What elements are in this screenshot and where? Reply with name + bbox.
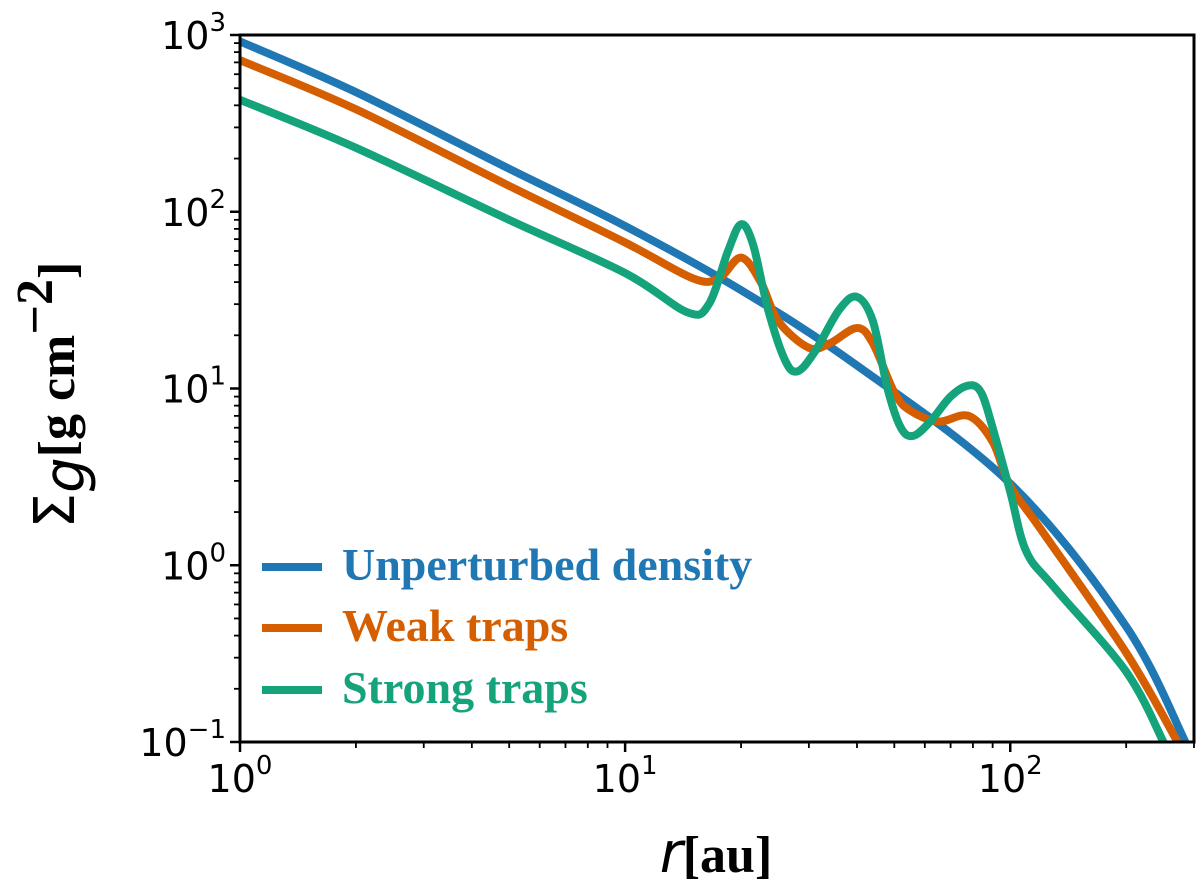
- y-axis-unit: [g cm: [29, 335, 86, 458]
- legend-item-weak: Weak traps: [262, 600, 568, 651]
- y-axis-symbol: Σ: [23, 493, 88, 528]
- y-axis-unit-close: ]: [29, 262, 86, 279]
- y-axis-label: Σg[g cm−2]: [7, 262, 98, 529]
- legend-label-unperturbed: Unperturbed density: [342, 539, 752, 590]
- x-axis-unit: [au]: [683, 827, 773, 884]
- series-line-unperturbed: [240, 37, 1189, 742]
- y-axis-subscript: g: [33, 457, 98, 493]
- legend-label-strong: Strong traps: [342, 662, 588, 713]
- y-tick-label: 101: [161, 362, 226, 412]
- legend-item-unperturbed: Unperturbed density: [262, 539, 752, 590]
- y-axis-unit-exponent: −2: [7, 279, 64, 335]
- x-tick-label: 100: [208, 751, 273, 801]
- x-tick-label: 102: [978, 751, 1043, 801]
- y-tick-label: 102: [161, 185, 226, 235]
- legend: Unperturbed density Weak traps Strong tr…: [262, 539, 752, 713]
- y-tick-label: 100: [161, 538, 226, 588]
- series-layer: [240, 37, 1189, 742]
- legend-item-strong: Strong traps: [262, 662, 588, 713]
- x-axis-label: r[au]: [660, 821, 773, 886]
- y-tick-label: 103: [161, 8, 226, 58]
- x-tick-label: 101: [593, 751, 658, 801]
- y-tick-label: 10−1: [139, 715, 226, 765]
- svg-text:Σg[g cm−2]: Σg[g cm−2]: [7, 262, 98, 529]
- x-axis-symbol: r: [660, 821, 686, 886]
- legend-label-weak: Weak traps: [342, 600, 568, 651]
- series-line-strong: [240, 96, 1168, 742]
